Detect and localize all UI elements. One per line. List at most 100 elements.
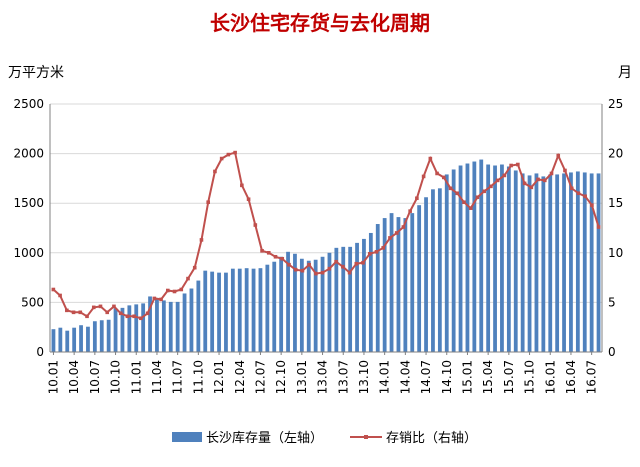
bar (203, 270, 208, 352)
bar (313, 259, 318, 352)
ratio-point (334, 259, 338, 264)
bar (210, 271, 215, 352)
bar (541, 176, 546, 352)
ratio-point (226, 152, 231, 157)
bar (286, 251, 290, 352)
ratio-point (172, 289, 177, 294)
y-left-tick-label: 2000 (13, 147, 44, 161)
ratio-point (549, 171, 554, 176)
ratio-point (300, 268, 305, 273)
ratio-point (455, 191, 460, 196)
y-left-tick-label: 1500 (13, 196, 44, 210)
y-left-unit-label: 万平方米 (8, 65, 64, 81)
ratio-point (583, 194, 587, 199)
x-tick-label: 13.04 (316, 360, 330, 394)
bar (320, 256, 325, 352)
bar (569, 172, 573, 352)
ratio-point (576, 191, 581, 196)
bar (362, 238, 366, 352)
y-right-tick-label: 25 (608, 97, 623, 111)
bar (224, 272, 228, 352)
axes (49, 104, 603, 353)
bar (189, 288, 194, 352)
y-left-tick-label: 1000 (13, 246, 44, 260)
ratio-point (78, 310, 83, 315)
bar (368, 232, 373, 352)
bar (79, 325, 83, 352)
legend-label-ratio: 存销比（右轴） (386, 431, 477, 446)
ratio-point (596, 225, 601, 229)
ratio-point (139, 316, 143, 321)
bar (389, 213, 394, 352)
bar (106, 319, 111, 352)
bar (196, 280, 201, 352)
x-tick-label: 11.10 (191, 360, 205, 394)
ratio-point (475, 195, 480, 200)
x-tick-label: 12.07 (253, 360, 267, 394)
bar (327, 252, 332, 352)
bar (306, 260, 311, 352)
bar (582, 172, 587, 352)
ratio-point (307, 262, 311, 267)
bar (375, 224, 380, 352)
ratio-point (293, 267, 298, 272)
ratio-point (421, 174, 426, 179)
bar (65, 330, 70, 352)
ratio-point (233, 150, 237, 155)
bar (348, 246, 353, 352)
ratio-point (415, 196, 419, 201)
ratio-point (213, 169, 217, 174)
ratio-point (442, 175, 446, 180)
ratio-point (381, 246, 386, 250)
x-tick-label: 12.01 (212, 360, 226, 394)
ratio-point (569, 186, 574, 191)
ratio-point (320, 270, 325, 275)
x-tick-label: 15.01 (460, 360, 474, 394)
x-tick-label: 16.01 (543, 360, 557, 394)
x-tick-label: 14.07 (419, 360, 433, 394)
ratio-point (516, 162, 520, 167)
bar (58, 327, 63, 352)
legend-swatch-inventory (172, 432, 202, 442)
x-tick-label: 12.10 (274, 360, 288, 394)
ratio-point (563, 168, 567, 173)
x-tick-label: 15.04 (481, 360, 495, 394)
x-tick-label: 13.10 (357, 360, 371, 394)
bar (382, 218, 387, 352)
bar (51, 329, 56, 352)
bar (444, 174, 449, 352)
bar (182, 293, 187, 352)
legend-swatch-ratio-marker (364, 435, 368, 439)
bar (237, 268, 242, 352)
bar (575, 171, 580, 352)
ratio-point (428, 156, 433, 161)
x-tick-label: 12.04 (233, 360, 247, 394)
ratio-point (536, 177, 540, 182)
bar (99, 320, 104, 352)
ratio-point (65, 308, 69, 313)
ratio-point (58, 293, 62, 298)
ratio-point (112, 304, 116, 309)
x-tick-label: 14.10 (440, 360, 454, 394)
ratio-point (192, 265, 197, 270)
ratio-point (542, 178, 547, 183)
ratio-point (253, 223, 258, 227)
ratio-point (132, 314, 136, 319)
ratio-point (354, 261, 359, 266)
bar (451, 169, 456, 352)
ratio-point (482, 189, 486, 194)
bar (500, 164, 504, 352)
bar (86, 326, 90, 352)
legend: 长沙库存量（左轴） 存销比（右轴） (172, 430, 477, 446)
y-left-tick-label: 2500 (13, 97, 44, 111)
x-tick-label: 14.01 (378, 360, 392, 394)
bar (341, 246, 346, 352)
bar (513, 170, 518, 352)
bar (596, 173, 601, 352)
bar (217, 272, 221, 352)
x-tick-label: 10.10 (109, 360, 123, 394)
y-right-tick-labels: 0 5 10 15 20 25 (608, 97, 623, 359)
bar (355, 242, 359, 352)
ratio-point (374, 250, 379, 254)
